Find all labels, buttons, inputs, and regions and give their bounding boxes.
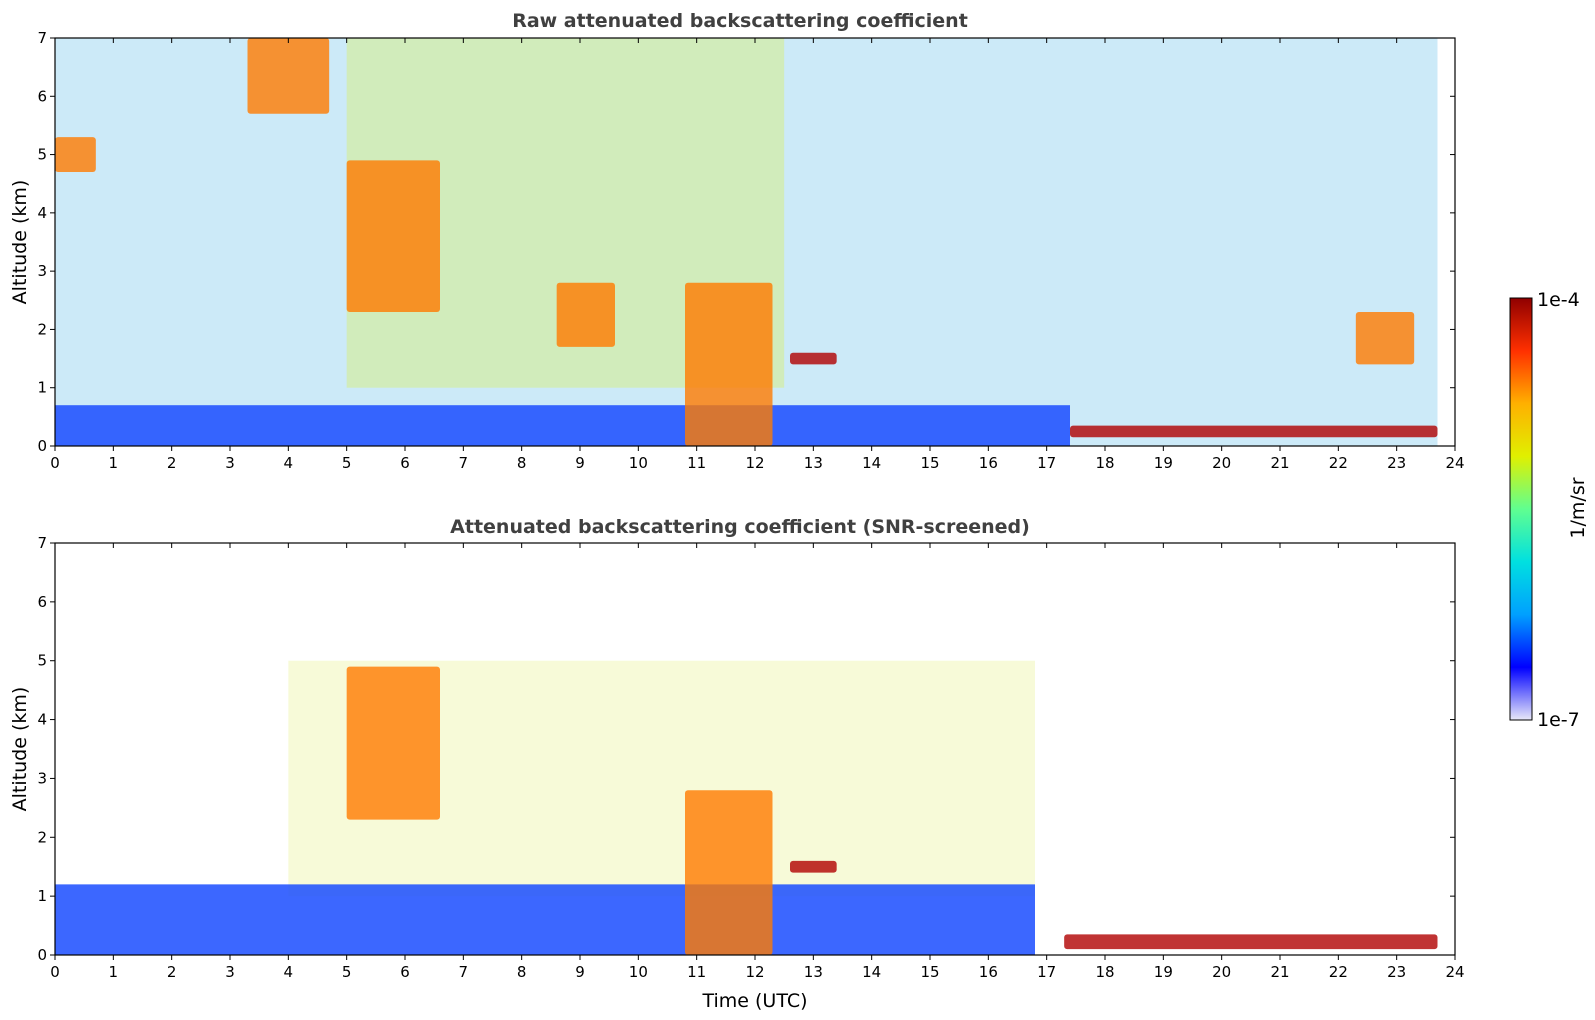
bottom-x-tick-label: 24 — [1445, 963, 1464, 981]
bottom-x-tick-label: 8 — [517, 963, 527, 981]
bottom-y-tick-label: 1 — [37, 887, 47, 905]
bottom-x-tick-label: 20 — [1212, 963, 1231, 981]
top-x-tick-label: 24 — [1445, 454, 1464, 472]
bottom-feature-4 — [790, 860, 837, 873]
top-feature-4 — [346, 160, 440, 312]
top-feature-3 — [247, 38, 330, 114]
bottom-x-tick-label: 21 — [1270, 963, 1289, 981]
top-chart-title: Raw attenuated backscattering coefficien… — [512, 10, 968, 32]
top-feature-7 — [790, 352, 837, 365]
colorbar-unit-label: 1/m/sr — [1567, 477, 1589, 538]
top-feature-0 — [55, 405, 1070, 446]
top-x-tick-label: 21 — [1270, 454, 1289, 472]
colorbar: 1e-4 1e-7 1/m/sr — [1509, 289, 1589, 731]
top-y-tick-label: 5 — [37, 146, 47, 164]
bottom-feature-3 — [685, 790, 773, 955]
top-x-tick-label: 11 — [687, 454, 706, 472]
bottom-x-tick-label: 11 — [687, 963, 706, 981]
bottom-x-tick-label: 23 — [1387, 963, 1406, 981]
bottom-x-tick-label: 22 — [1329, 963, 1348, 981]
bottom-feature-2 — [346, 666, 440, 820]
colorbar-max-label: 1e-4 — [1537, 289, 1580, 311]
bottom-x-tick-label: 5 — [342, 963, 352, 981]
bottom-x-tick-label: 1 — [109, 963, 119, 981]
bottom-y-tick-label: 7 — [37, 534, 47, 552]
bottom-panel: Attenuated backscattering coefficient (S… — [9, 516, 1465, 1012]
bottom-x-tick-label: 9 — [575, 963, 585, 981]
top-panel: Raw attenuated backscattering coefficien… — [9, 10, 1465, 472]
bottom-x-tick-label: 6 — [400, 963, 410, 981]
colorbar-min-label: 1e-7 — [1537, 709, 1580, 731]
bottom-y-axis-label: Altitude (km) — [9, 687, 31, 812]
top-y-tick-label: 7 — [37, 29, 47, 47]
top-x-tick-label: 18 — [1095, 454, 1114, 472]
bottom-x-tick-label: 10 — [629, 963, 648, 981]
top-x-tick-label: 15 — [920, 454, 939, 472]
bottom-x-tick-label: 4 — [284, 963, 294, 981]
top-y-tick-label: 0 — [37, 437, 47, 455]
bottom-y-tick-label: 0 — [37, 946, 47, 964]
top-y-tick-label: 2 — [37, 320, 47, 338]
bottom-feature-0 — [55, 884, 1035, 955]
top-y-tick-label: 1 — [37, 379, 47, 397]
bottom-x-tick-label: 19 — [1154, 963, 1173, 981]
top-feature-8 — [1355, 311, 1415, 365]
bottom-y-tick-label: 3 — [37, 769, 47, 787]
top-x-tick-label: 8 — [517, 454, 527, 472]
colorbar-gradient — [1509, 297, 1533, 721]
top-x-tick-label: 13 — [804, 454, 823, 472]
top-x-tick-label: 3 — [225, 454, 235, 472]
bottom-x-tick-label: 2 — [167, 963, 177, 981]
top-x-tick-label: 6 — [400, 454, 410, 472]
top-x-tick-label: 20 — [1212, 454, 1231, 472]
bottom-x-tick-label: 12 — [745, 963, 764, 981]
top-x-tick-label: 2 — [167, 454, 177, 472]
x-axis-label: Time (UTC) — [701, 990, 807, 1012]
bottom-x-tick-label: 14 — [862, 963, 881, 981]
top-y-tick-label: 6 — [37, 87, 47, 105]
top-x-axis: 0 1 2 3 4 5 6 7 8 9 10 11 12 13 14 15 16 17 18 19 20 21 22 23 24 — [50, 38, 1465, 472]
bottom-chart-title: Attenuated backscattering coefficient (S… — [450, 516, 1030, 538]
top-x-tick-label: 17 — [1037, 454, 1056, 472]
bottom-x-tick-label: 15 — [920, 963, 939, 981]
top-x-tick-label: 5 — [342, 454, 352, 472]
bottom-x-tick-label: 7 — [459, 963, 469, 981]
bottom-y-tick-label: 2 — [37, 828, 47, 846]
top-feature-1 — [1070, 425, 1438, 438]
top-feature-2 — [55, 137, 96, 173]
bottom-y-axis: 0 1 2 3 4 5 6 7 — [37, 534, 1455, 964]
top-x-tick-label: 10 — [629, 454, 648, 472]
bottom-x-tick-label: 18 — [1095, 963, 1114, 981]
bottom-x-tick-label: 17 — [1037, 963, 1056, 981]
top-x-tick-label: 1 — [109, 454, 119, 472]
bottom-x-tick-label: 0 — [50, 963, 60, 981]
top-feature-5 — [556, 282, 615, 347]
top-x-tick-label: 16 — [979, 454, 998, 472]
top-heatmap — [55, 38, 1438, 446]
top-x-tick-label: 22 — [1329, 454, 1348, 472]
bottom-x-tick-label: 16 — [979, 963, 998, 981]
top-y-tick-label: 3 — [37, 262, 47, 280]
top-x-tick-label: 7 — [459, 454, 469, 472]
bottom-x-tick-label: 13 — [804, 963, 823, 981]
top-y-axis: 0 1 2 3 4 5 6 7 — [37, 29, 1455, 455]
bottom-x-axis: 0 1 2 3 4 5 6 7 8 9 10 11 12 13 14 15 16 17 18 19 20 21 22 23 24 — [50, 543, 1465, 981]
bottom-feature-1 — [1064, 934, 1438, 950]
top-x-tick-label: 14 — [862, 454, 881, 472]
bottom-x-tick-label: 3 — [225, 963, 235, 981]
top-x-tick-label: 23 — [1387, 454, 1406, 472]
top-x-tick-label: 19 — [1154, 454, 1173, 472]
bottom-heatmap — [55, 660, 1438, 955]
top-x-tick-label: 0 — [50, 454, 60, 472]
bottom-y-tick-label: 6 — [37, 593, 47, 611]
top-x-tick-label: 9 — [575, 454, 585, 472]
top-x-tick-label: 4 — [284, 454, 294, 472]
bottom-y-tick-label: 4 — [37, 711, 47, 729]
top-y-axis-label: Altitude (km) — [9, 180, 31, 305]
top-feature-6 — [685, 282, 773, 446]
top-y-tick-label: 4 — [37, 204, 47, 222]
bottom-y-tick-label: 5 — [37, 652, 47, 670]
top-x-tick-label: 12 — [745, 454, 764, 472]
